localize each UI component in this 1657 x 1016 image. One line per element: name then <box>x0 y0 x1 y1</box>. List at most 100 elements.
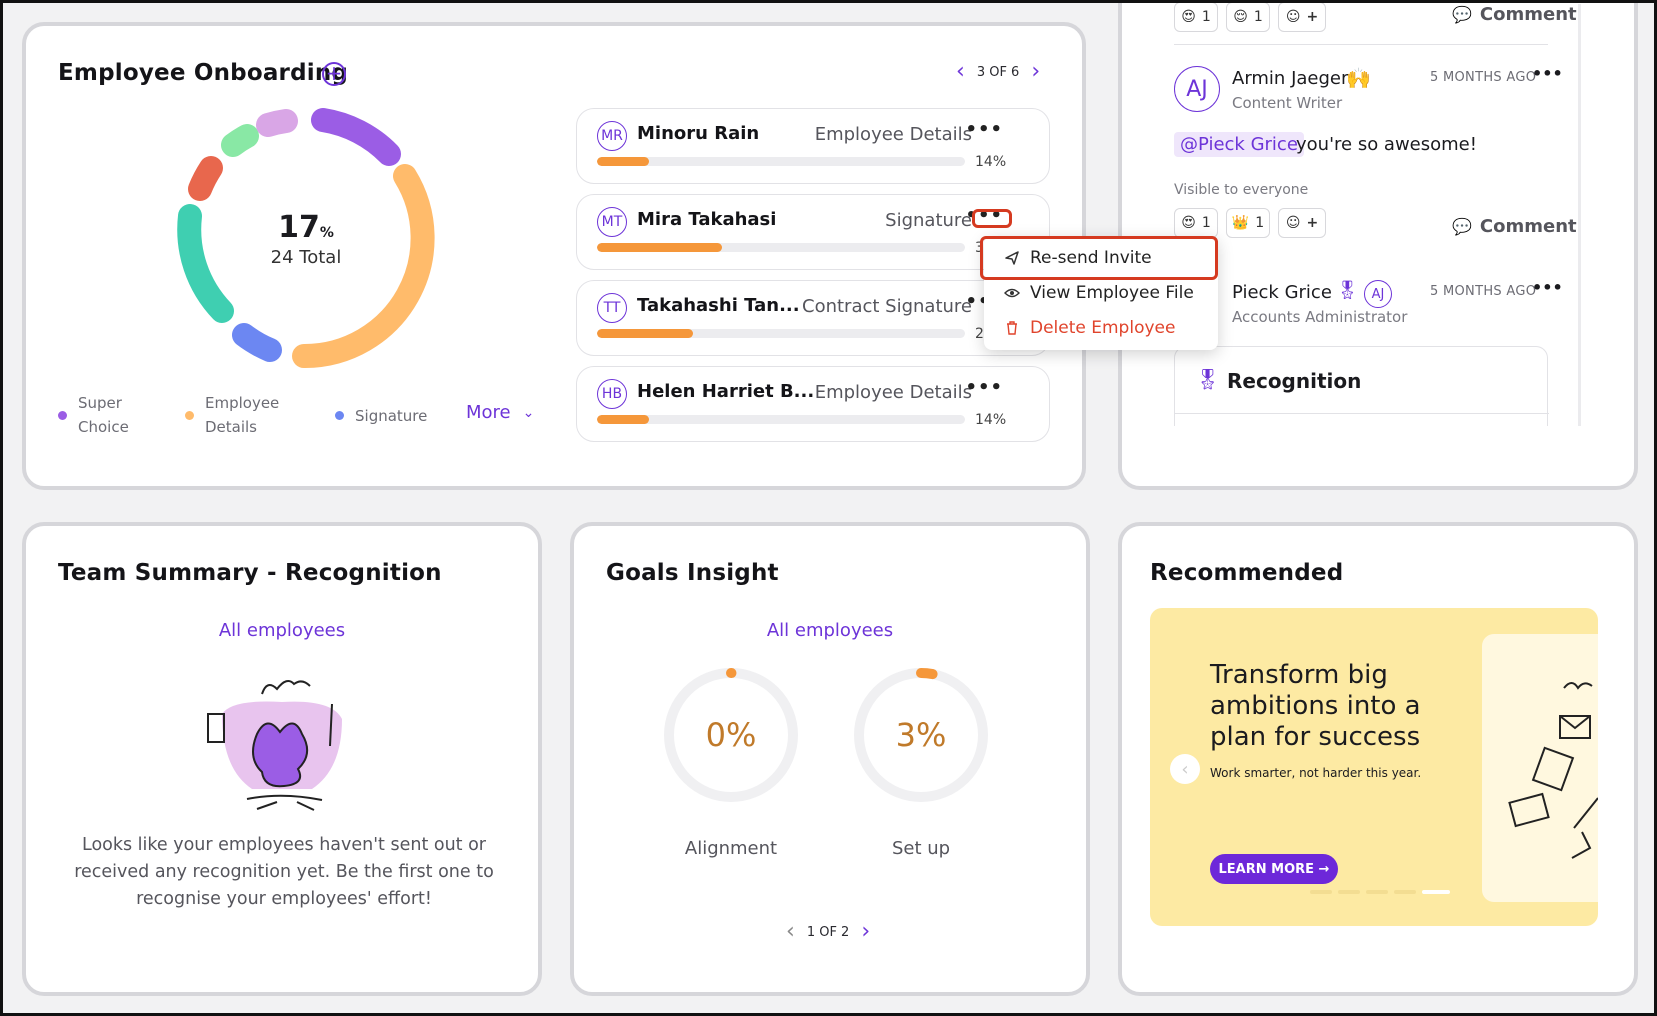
progress-bar <box>597 243 965 252</box>
donut-percent: 17 <box>278 210 320 245</box>
alignment-ring <box>664 668 798 802</box>
chevron-left-icon[interactable]: ‹ <box>956 59 965 84</box>
donut-segment-super-choice <box>311 108 401 166</box>
card-title: Team Summary - Recognition <box>58 560 442 586</box>
more-dropdown[interactable]: More ⌄ <box>466 402 534 423</box>
employee-name: Minoru Rain <box>637 123 760 144</box>
donut-percent-sign: % <box>319 225 334 241</box>
menu-item-resend-invite[interactable]: Re-send Invite <box>1004 248 1152 268</box>
legend-label: Details <box>205 418 258 436</box>
reaction-count: 1 <box>1255 215 1265 231</box>
carousel-dot[interactable] <box>1338 890 1360 894</box>
chevron-right-icon[interactable]: › <box>861 919 871 944</box>
comment-label: Comment <box>1479 216 1577 237</box>
recommended-card: Recommended Transform big ambitions into… <box>1118 522 1638 996</box>
avatar: TT <box>597 293 627 323</box>
goals-pager: ‹ 1 OF 2 › <box>786 919 871 944</box>
card-title: Employee Onboarding <box>58 60 349 86</box>
donut-segment-teal <box>177 204 234 323</box>
progress-percent: 14% <box>975 154 1007 170</box>
reaction-chip[interactable]: 😌 1 <box>1226 2 1270 32</box>
promo-banner[interactable]: Transform big ambitions into a plan for … <box>1150 608 1598 926</box>
carousel-prev-button[interactable]: ‹ <box>1170 754 1200 784</box>
carousel-dot[interactable] <box>1366 890 1388 894</box>
menu-item-label: Delete Employee <box>1030 318 1176 338</box>
more-options-icon[interactable]: ••• <box>1532 64 1563 83</box>
raised-hands-icon: 🙌 <box>1346 66 1371 90</box>
progress-bar <box>597 415 965 424</box>
menu-item-view-employee-file[interactable]: View Employee File <box>1004 283 1194 303</box>
menu-item-delete-employee[interactable]: Delete Employee <box>1004 318 1175 338</box>
reaction-count: 1 <box>1201 215 1211 231</box>
avatar: AJ <box>1364 280 1392 308</box>
more-options-icon[interactable]: ••• <box>965 377 1003 398</box>
add-reaction-button[interactable]: ☺ + <box>1278 2 1326 32</box>
more-options-icon[interactable]: ••• <box>1532 278 1563 297</box>
ring-progress <box>664 668 798 802</box>
more-label: More <box>466 402 511 423</box>
legend-label: Signature <box>355 407 428 425</box>
post-time: 5 MONTHS AGO <box>1430 70 1537 85</box>
progress-bar <box>597 329 965 338</box>
recognition-panel: 🎖 Recognition <box>1174 346 1549 426</box>
progress-bar <box>597 157 965 166</box>
comment-button[interactable]: 💬 Comment <box>1452 216 1577 237</box>
recognition-illustration <box>207 679 342 811</box>
donut-total: 24 Total <box>270 247 342 268</box>
divider <box>1174 44 1548 45</box>
visibility-label: Visible to everyone <box>1174 182 1309 198</box>
comment-button[interactable]: 💬 Comment <box>1452 4 1577 25</box>
employee-filter[interactable]: All employees <box>218 620 346 641</box>
employee-row[interactable]: TT Takahashi Tan... Contract Signature •… <box>576 280 1050 356</box>
carousel-dot-active[interactable] <box>1422 890 1450 894</box>
reaction-chip[interactable]: 😍 1 <box>1174 208 1218 238</box>
chevron-down-icon: ⌄ <box>522 404 535 421</box>
eye-icon <box>1004 288 1020 298</box>
setup-ring <box>854 668 988 802</box>
comment-label: Comment <box>1479 4 1577 25</box>
employee-status: Employee Details <box>814 124 972 145</box>
learn-more-button[interactable]: LEARN MORE → <box>1210 854 1338 884</box>
legend-label: Choice <box>78 418 129 436</box>
reaction-emoji: 😍 <box>1181 215 1196 231</box>
employee-row[interactable]: HB Helen Harriet B... Employee Details •… <box>576 366 1050 442</box>
mention-tag[interactable]: @Pieck Grice <box>1174 132 1304 157</box>
carousel-dots <box>1310 890 1450 894</box>
reaction-chip[interactable]: 😍 1 <box>1174 2 1218 32</box>
progress-percent: 14% <box>975 412 1007 428</box>
envelope-illustration <box>1508 682 1598 859</box>
add-icon[interactable]: + <box>322 62 346 86</box>
employee-status: Employee Details <box>814 382 972 403</box>
smile-icon: ☺ <box>1285 215 1301 231</box>
legend-dot <box>185 411 194 420</box>
promo-subtext: Work smarter, not harder this year. <box>1210 766 1422 780</box>
scrollbar[interactable] <box>1578 4 1581 426</box>
send-icon <box>1005 251 1019 265</box>
author-name: Armin Jaeger <box>1232 68 1349 89</box>
chevron-left-icon[interactable]: ‹ <box>786 919 795 944</box>
team-summary-card: Team Summary - Recognition All employees… <box>22 522 542 996</box>
employee-name: Takahashi Tan... <box>637 295 800 316</box>
donut-segment-red <box>188 156 223 201</box>
add-reaction-button[interactable]: ☺ + <box>1278 208 1326 238</box>
carousel-dot[interactable] <box>1310 890 1332 894</box>
employee-row[interactable]: MR Minoru Rain Employee Details ••• 14% <box>576 108 1050 184</box>
employee-row[interactable]: MT Mira Takahasi Signature ••• 3 <box>576 194 1050 270</box>
trash-icon <box>1007 321 1017 335</box>
legend-label: Super <box>78 394 122 412</box>
card-title: Goals Insight <box>606 560 779 586</box>
avatar: MT <box>597 207 627 237</box>
legend-label: Employee <box>205 394 280 412</box>
progress-fill <box>597 415 649 424</box>
legend-item-employee-details: Employee Details <box>185 391 279 439</box>
avatar: AJ <box>1174 66 1220 112</box>
reaction-chip[interactable]: 👑 1 <box>1226 208 1270 238</box>
chevron-right-icon[interactable]: › <box>1031 59 1041 84</box>
employee-name: Helen Harriet B... <box>637 381 815 402</box>
carousel-dot[interactable] <box>1394 890 1416 894</box>
employee-filter[interactable]: All employees <box>766 620 894 641</box>
donut-segment-employee-details <box>292 164 435 368</box>
more-options-icon[interactable]: ••• <box>965 119 1003 140</box>
card-title: Recommended <box>1150 560 1344 586</box>
highlight-resend-invite <box>980 236 1218 280</box>
